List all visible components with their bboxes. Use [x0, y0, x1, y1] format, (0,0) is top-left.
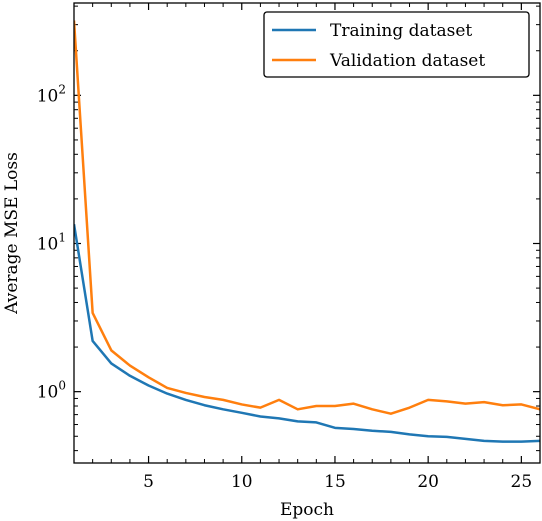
- x-tick-label: 15: [324, 472, 346, 492]
- y-tick-labels: 100 101 102: [37, 82, 66, 402]
- x-tick-label: 5: [143, 472, 154, 492]
- legend-label-training: Training dataset: [330, 21, 472, 41]
- y-tick-label: 100: [37, 379, 66, 403]
- x-tick-label: 10: [231, 472, 253, 492]
- y-tick-label: 101: [37, 231, 66, 255]
- x-tick-label: 20: [417, 472, 439, 492]
- x-tick-label: 25: [511, 472, 533, 492]
- legend-box: [263, 11, 530, 78]
- series-line-validation: [74, 20, 540, 415]
- minor-ticks: [73, 3, 541, 463]
- y-tick-label: 102: [37, 82, 66, 106]
- y-axis-title: Average MSE Loss: [2, 152, 22, 315]
- plot-frame: [73, 2, 541, 464]
- series-line-training: [74, 223, 540, 443]
- x-tick-labels: 5 10 15 20 25: [143, 472, 532, 492]
- x-axis-title: Epoch: [280, 500, 334, 520]
- series-layer: [74, 20, 540, 443]
- legend-label-validation: Validation dataset: [329, 51, 485, 71]
- legend: Training dataset Validation dataset: [263, 11, 530, 78]
